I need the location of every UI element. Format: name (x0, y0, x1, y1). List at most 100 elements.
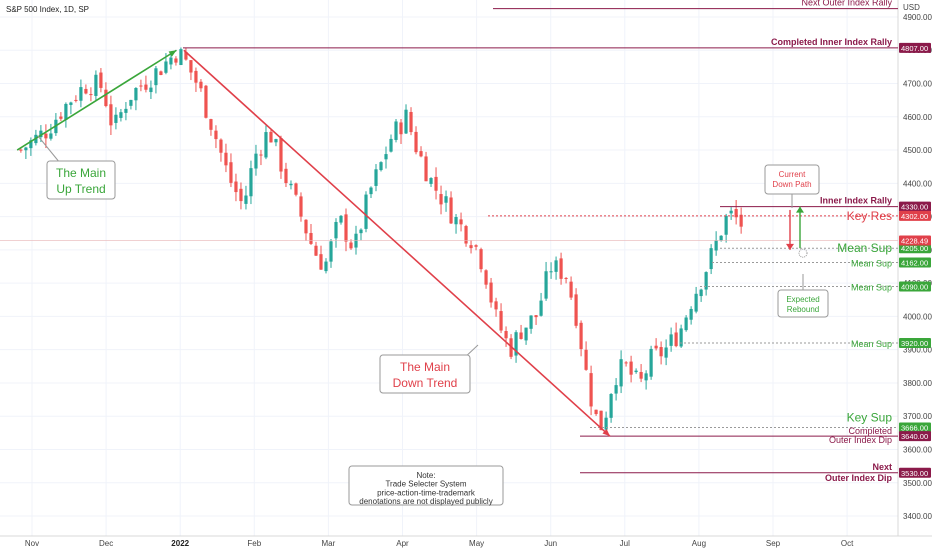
level-label: Mean Sup (851, 259, 892, 269)
price-tag (899, 257, 931, 268)
candle-body (669, 334, 673, 346)
price-tag-text: 3530.00 (901, 469, 928, 478)
y-tick-label: 4600.00 (903, 113, 932, 122)
candle-body (254, 153, 258, 169)
down-trend-callout (379, 354, 471, 394)
candle-body (384, 154, 388, 160)
current-path-callout-text: Down Path (772, 180, 811, 189)
candle-body (499, 311, 503, 331)
price-tag (899, 281, 931, 292)
candle-body (39, 130, 43, 138)
candle-body (654, 345, 658, 349)
candle-body (219, 139, 223, 153)
candle-body (534, 315, 538, 318)
candle-body (319, 254, 323, 270)
candle-body (214, 130, 218, 140)
level-label: Completed Inner Index Rally (771, 37, 892, 47)
candle-body (614, 385, 618, 394)
candle-body (449, 197, 453, 224)
price-tag-text: 4205.00 (901, 244, 928, 253)
candle-body (154, 68, 158, 86)
candle-body (349, 242, 353, 249)
rebound-marker (798, 248, 808, 258)
y-tick-label: 3800.00 (903, 379, 932, 388)
candle-body (284, 168, 288, 184)
candle-body (409, 111, 413, 133)
currency-label: USD (903, 3, 920, 12)
note-box-text: Note: (416, 471, 435, 480)
candle-body (604, 417, 608, 430)
candle-body (374, 169, 378, 186)
candle-body (439, 194, 443, 205)
x-tick-label: May (469, 539, 484, 548)
candle-body (364, 194, 368, 229)
candle-body (689, 308, 693, 320)
price-tag-text: 4162.00 (901, 259, 928, 268)
candle-body (194, 70, 198, 83)
level-label: Mean Sup (851, 339, 892, 349)
candle-body (324, 261, 328, 272)
x-tick-label: Nov (25, 539, 39, 548)
candle-body (99, 72, 103, 88)
candle-body (109, 104, 113, 126)
x-tick-label: 2022 (171, 539, 189, 548)
candle-body (89, 94, 93, 96)
note-box (348, 465, 504, 506)
rebound-callout-text: Rebound (787, 305, 819, 314)
candle-body (239, 188, 243, 202)
price-tag (899, 201, 931, 212)
candle-body (679, 328, 683, 347)
candle-body (209, 119, 213, 130)
x-tick-label: Apr (396, 539, 409, 548)
note-box-text: denotations are not displayed publicly (359, 497, 492, 506)
candle-body (434, 176, 438, 191)
candle-body (729, 210, 733, 214)
callouts: The Main Up Trend The Main Down Trend Curren… (37, 135, 829, 506)
candle-body (189, 60, 193, 73)
candle-body (629, 361, 633, 375)
up-trend-callout (46, 160, 116, 200)
candle-body (114, 114, 118, 123)
level-label: Outer Index Dip (829, 435, 892, 445)
level-label: Next (872, 462, 892, 472)
candle-body (494, 301, 498, 310)
current-path-callout-text: Current (779, 170, 806, 179)
candle-body (179, 49, 183, 66)
candle-body (184, 51, 188, 60)
candle-body (529, 315, 533, 329)
candle-body (564, 277, 568, 279)
candle-body (469, 245, 473, 249)
candle-body (174, 58, 178, 63)
candle-body (594, 409, 598, 415)
candle-body (294, 183, 298, 195)
candle-body (394, 121, 398, 140)
candle-body (344, 214, 348, 242)
candle-body (389, 138, 393, 152)
candle-body (559, 258, 563, 279)
note-box-text: price-action-time-trademark (377, 488, 476, 497)
candle-body (464, 226, 468, 244)
candle-body (639, 371, 643, 379)
candle-body (454, 217, 458, 225)
candle-body (619, 359, 623, 387)
candle-body (554, 260, 558, 272)
candles (19, 47, 743, 431)
candle-body (524, 327, 528, 341)
candle-body (684, 317, 688, 331)
up-trend-callout-text: Up Trend (56, 182, 105, 196)
candle-body (104, 89, 108, 107)
time-axis[interactable]: Nov Dec 2022 Feb Mar Apr May Jun Jul Aug Sep Oct (25, 539, 854, 548)
candle-body (544, 271, 548, 299)
trend-lines (16, 49, 611, 437)
y-tick-label: 3400.00 (903, 512, 932, 521)
candle-body (224, 152, 228, 166)
candle-body (74, 99, 78, 101)
candle-body (359, 229, 363, 234)
x-tick-label: Sep (766, 539, 781, 548)
price-tag-text: 3640.00 (901, 432, 928, 441)
candle-body (479, 249, 483, 270)
candle-body (24, 147, 28, 151)
candle-body (149, 87, 153, 93)
chart-title: S&P 500 Index, 1D, SP (6, 5, 89, 14)
